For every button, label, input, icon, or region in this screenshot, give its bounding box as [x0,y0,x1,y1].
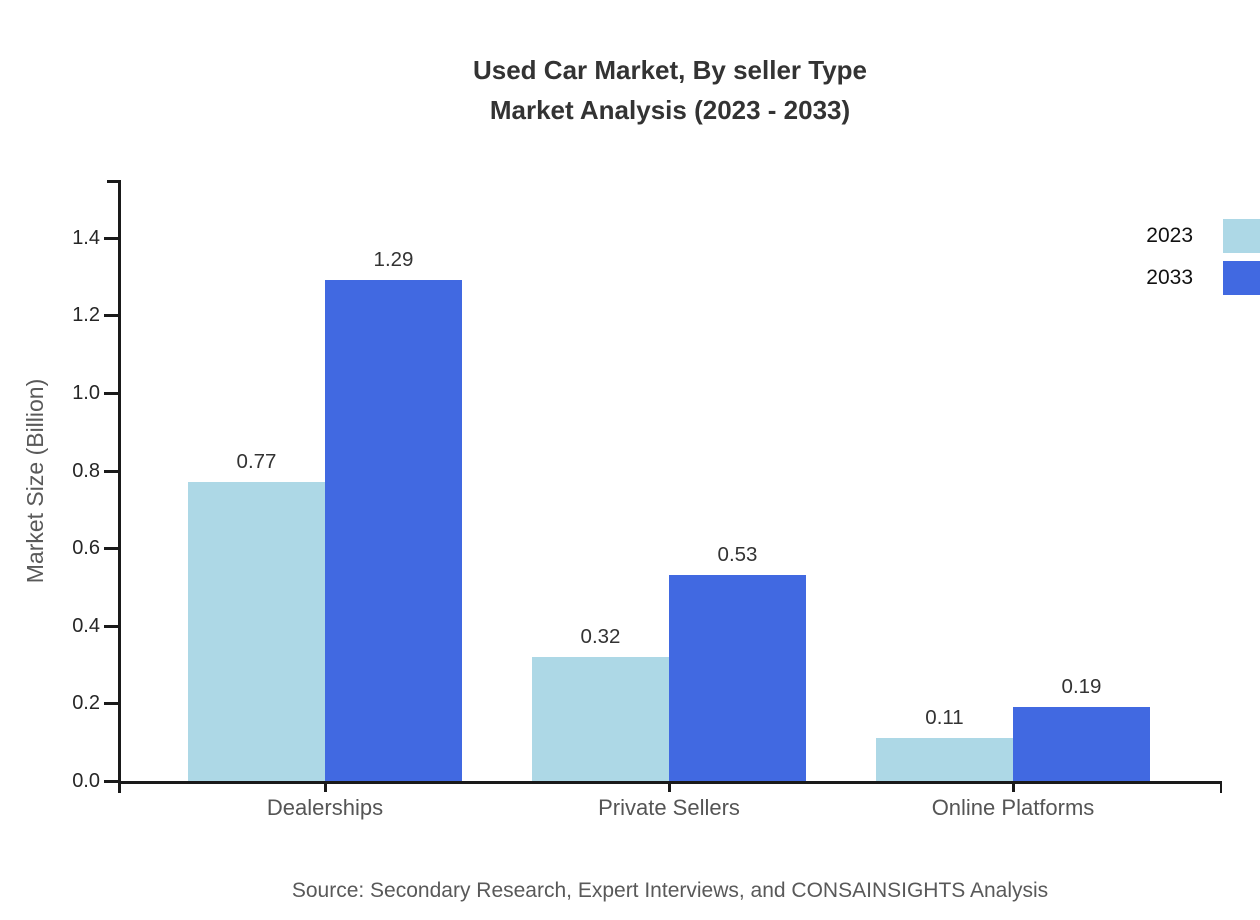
legend-row-2023: 2023 [1146,219,1260,253]
value-label-2033-online-platforms: 0.19 [1061,675,1102,698]
y-tick-mark-5 [104,392,119,395]
value-label-2033-dealerships: 1.29 [373,248,414,271]
category-label-dealerships: Dealerships [266,795,384,820]
value-label-2023-dealerships: 0.77 [236,450,277,473]
y-tick-label-1: 0.2 [72,692,100,714]
x-tick-mark-dealerships [324,781,327,792]
y-tick-mark-7 [104,237,119,240]
y-tick-label-2: 0.4 [72,615,100,637]
y-tick-label-3: 0.6 [72,537,100,559]
y-tick-label-5: 1.0 [72,382,100,404]
bar-2023-online-platforms [876,738,1013,781]
chart-title-line2: Market Analysis (2023 - 2033) [489,95,851,125]
legend: 2023 2033 [1146,219,1260,295]
legend-swatch-2033 [1223,261,1260,295]
bar-2033-private-sellers [669,575,806,781]
legend-row-2033: 2033 [1146,261,1260,295]
value-label-2033-private-sellers: 0.53 [717,543,758,566]
y-tick-label-0: 0.0 [72,770,100,792]
value-label-2023-private-sellers: 0.32 [580,625,621,648]
y-tick-mark-6 [104,314,119,317]
y-tick-mark-2 [104,625,119,628]
legend-swatch-2023 [1223,219,1260,253]
y-tick-mark-0 [104,780,119,783]
chart-title: Used Car Market, By seller Type Market A… [80,50,1260,130]
y-tick-label-6: 1.2 [72,304,100,326]
bar-2033-online-platforms [1013,707,1150,781]
x-tick-mark-private-sellers [668,781,671,792]
value-label-2023-online-platforms: 0.11 [925,706,964,729]
bar-2023-dealerships [188,482,325,781]
y-tick-label-7: 1.4 [72,227,100,249]
y-tick-label-4: 0.8 [72,460,100,482]
bar-2023-private-sellers [532,657,669,781]
y-tick-mark-4 [104,470,119,473]
category-label-online-platforms: Online Platforms [931,795,1095,820]
x-axis-right-cap [1219,781,1222,793]
bar-2033-dealerships [325,280,462,781]
y-tick-mark-1 [104,702,119,705]
category-label-private-sellers: Private Sellers [598,795,740,820]
y-tick-mark-3 [104,547,119,550]
source-note: Source: Secondary Research, Expert Inter… [291,879,1049,902]
legend-label-2033: 2033 [1146,266,1193,289]
chart-title-line1: Used Car Market, By seller Type [472,55,868,85]
y-axis-spine [118,180,121,793]
legend-label-2023: 2023 [1146,224,1193,247]
x-tick-mark-online-platforms [1012,781,1015,792]
y-axis-top-cap [107,180,120,183]
